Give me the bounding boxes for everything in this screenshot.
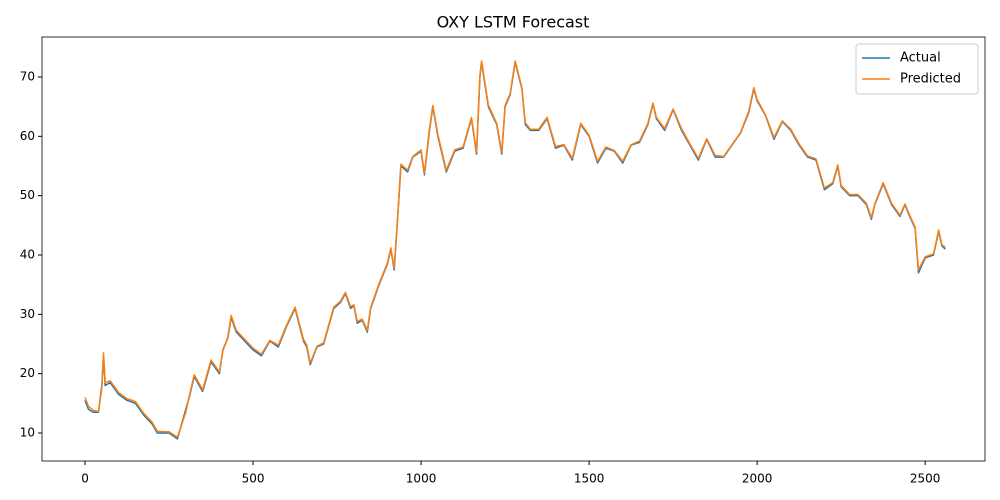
series-line xyxy=(84,60,946,438)
plot-frame xyxy=(41,36,986,462)
y-tick-label: 30 xyxy=(20,307,35,321)
y-tick-label: 10 xyxy=(20,425,35,439)
series-line xyxy=(84,61,946,440)
legend-label: Actual xyxy=(900,51,941,66)
legend: Actual Predicted xyxy=(855,43,979,95)
x-tick-label: 2000 xyxy=(742,472,773,486)
y-tick-label: 40 xyxy=(20,247,35,261)
legend-label: Predicted xyxy=(900,72,961,87)
chart-title: OXY LSTM Forecast xyxy=(437,13,590,32)
x-tick-label: 0 xyxy=(81,472,89,486)
legend-box xyxy=(855,43,979,95)
x-tick-label: 1000 xyxy=(406,472,437,486)
y-tick-label: 70 xyxy=(20,69,35,83)
y-tick-label: 20 xyxy=(20,366,35,380)
y-tick-label: 60 xyxy=(20,129,35,143)
y-tick-label: 50 xyxy=(20,188,35,202)
x-tick-label: 1500 xyxy=(574,472,605,486)
x-tick-label: 500 xyxy=(242,472,265,486)
x-tick-label: 2500 xyxy=(910,472,941,486)
